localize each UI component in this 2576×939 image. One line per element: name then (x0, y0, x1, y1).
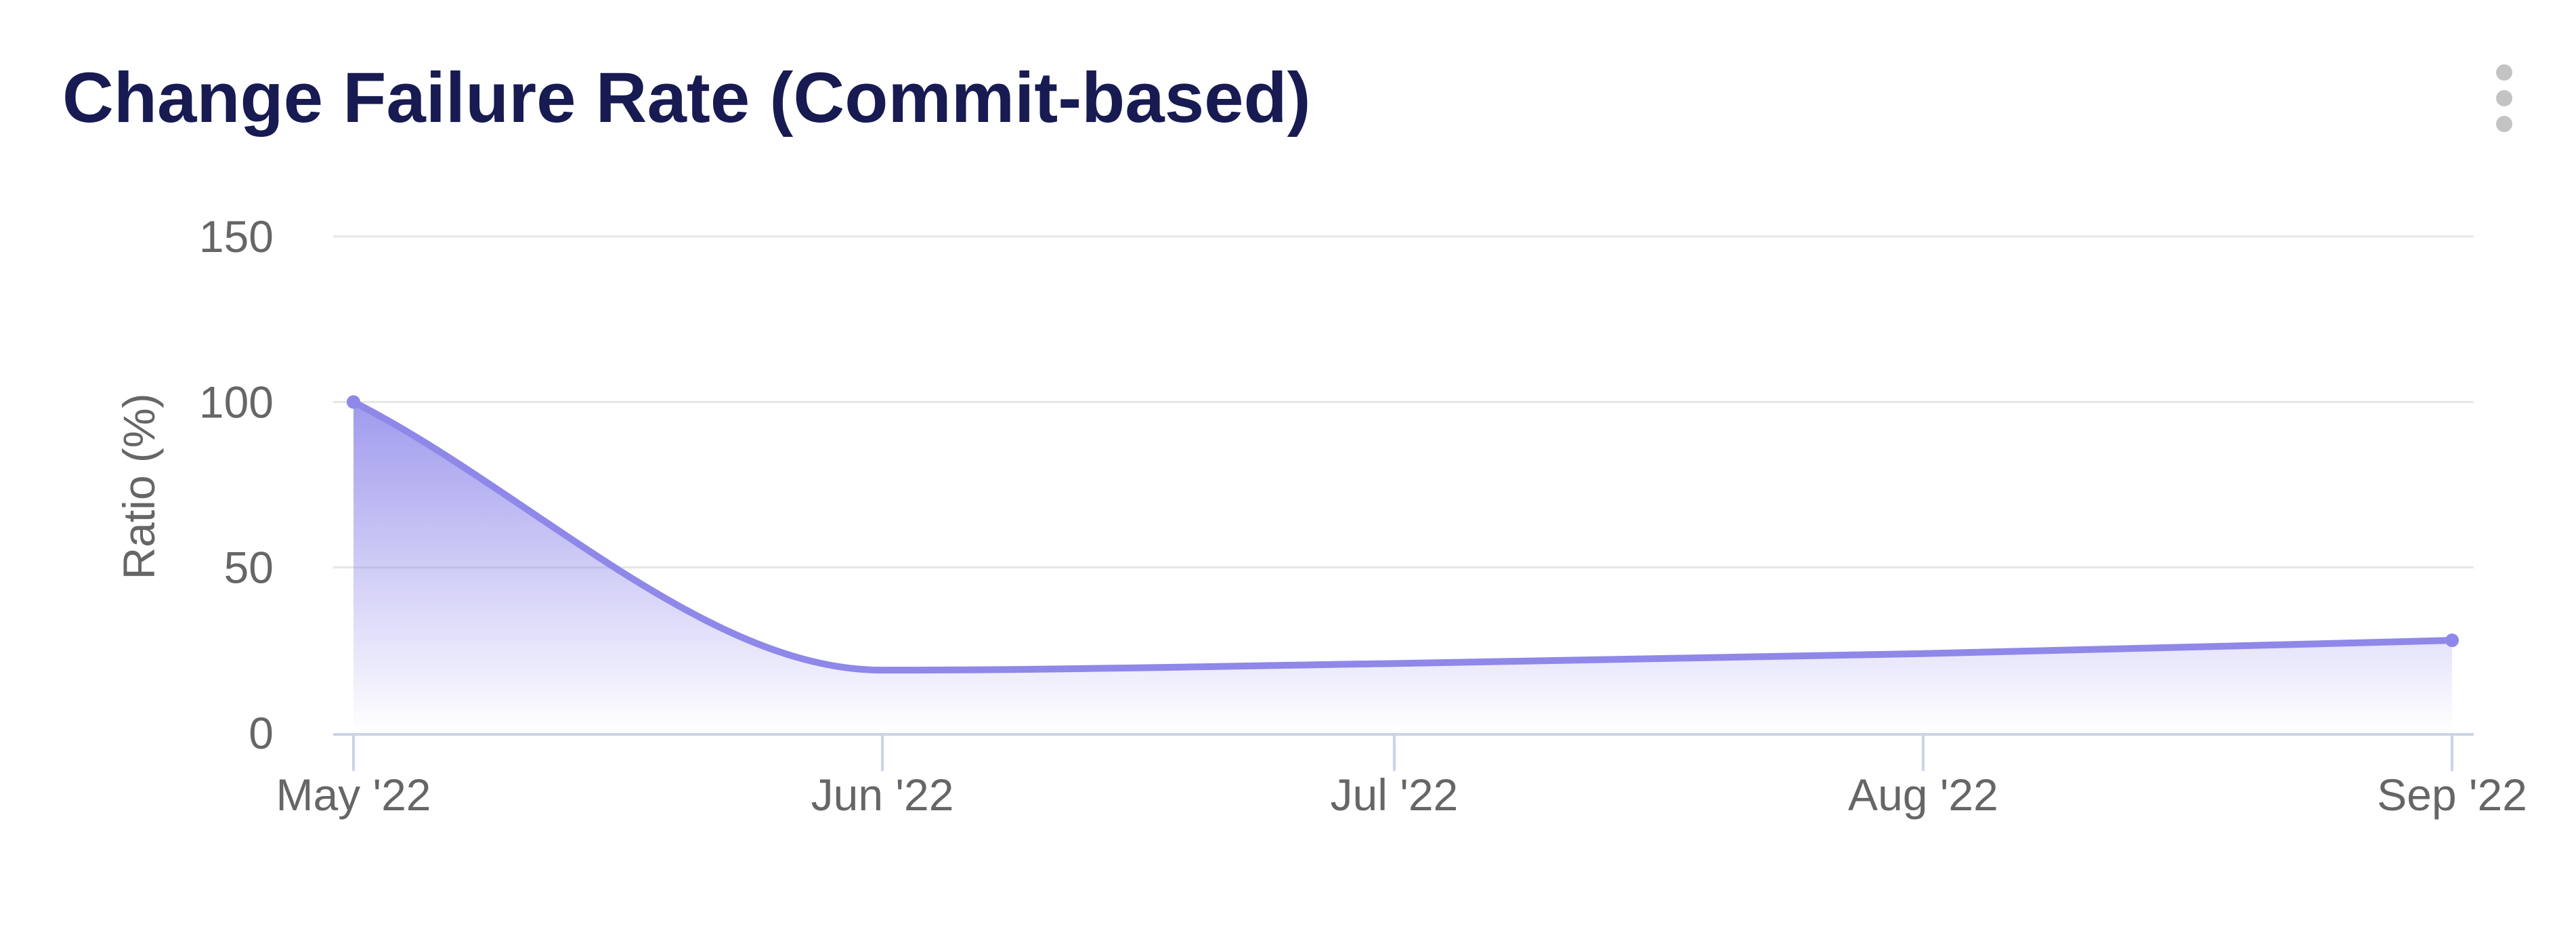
axes-group (333, 733, 2474, 771)
kebab-menu-icon (2496, 64, 2512, 81)
y-axis-title: Ratio (%) (114, 393, 164, 579)
kebab-menu-icon (2496, 90, 2512, 106)
y-tick-label: 50 (224, 543, 274, 593)
series-point-marker[interactable] (2445, 633, 2459, 648)
x-tick-label: Jul '22 (1331, 770, 1459, 820)
y-tick-label: 150 (199, 211, 274, 262)
more-options-button[interactable] (2484, 64, 2525, 132)
kebab-menu-icon (2496, 116, 2512, 132)
series-point-marker[interactable] (347, 395, 360, 409)
series-group[interactable] (347, 395, 2459, 733)
x-tick-label: May '22 (276, 770, 431, 820)
y-tick-label: 0 (249, 708, 274, 758)
axis-labels-group: 0 50 100 150 May '22 Jun '22 Jul '22 Aug '22 Sep… (114, 211, 2527, 820)
chart-title: Change Failure Rate (Commit-based) (62, 58, 1311, 138)
x-tick-label: Sep '22 (2377, 770, 2527, 820)
series-area[interactable] (353, 402, 2452, 733)
x-tick-label: Aug '22 (1848, 770, 1998, 820)
x-tick-label: Jun '22 (811, 770, 954, 820)
series-line[interactable] (350, 398, 2455, 674)
y-gridlines (333, 235, 2474, 569)
y-tick-label: 100 (199, 377, 274, 427)
